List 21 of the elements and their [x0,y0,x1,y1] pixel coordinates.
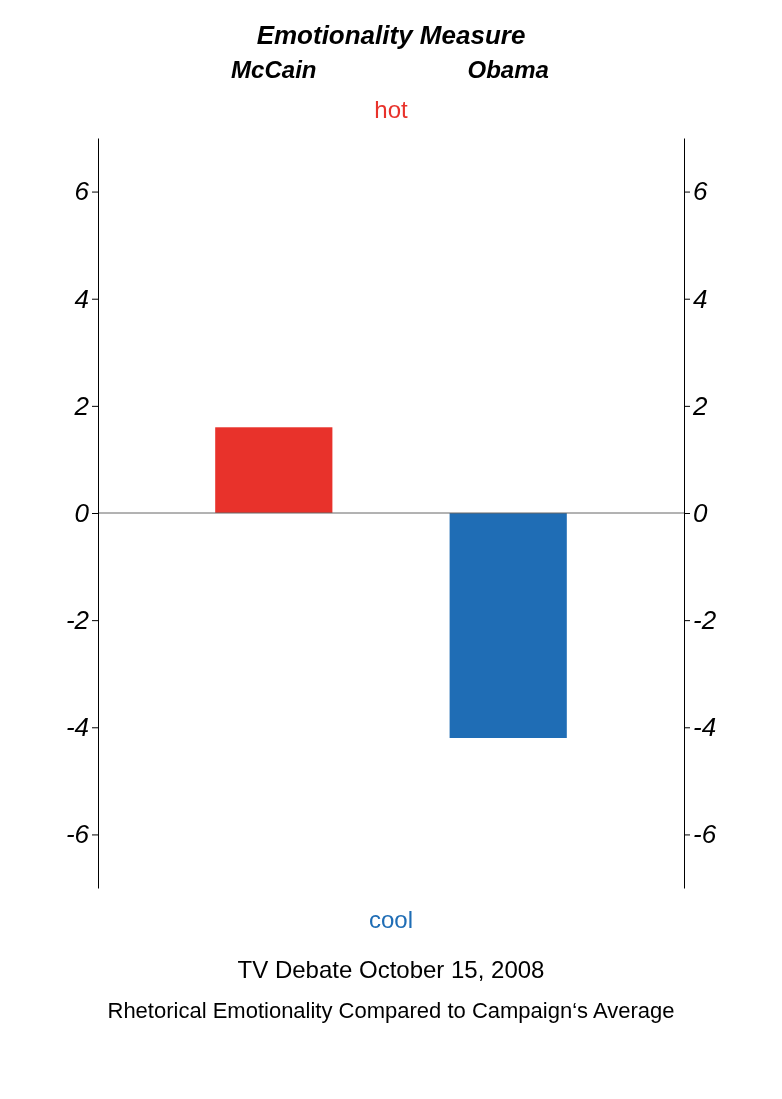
y-tick-label: 2 [73,390,90,421]
y2-tick-label: 0 [693,497,708,528]
chart-title: Emotionality Measure [256,20,526,50]
y-tick-label: -2 [65,604,90,635]
y2-tick-label: 2 [692,390,708,421]
y-tick-label: 4 [74,283,89,314]
text: cool [368,906,414,933]
y2-tick-label: -4 [693,712,717,743]
y-tick-label: 0 [74,497,90,528]
y-tick-label: -4 [65,712,89,743]
text: TV Debate October 15, 2008 [237,956,545,983]
y2-tick-label: -6 [693,819,717,850]
y2-tick-label: 4 [693,283,708,314]
y-tick-label: -6 [65,819,90,850]
text: Rhetorical Emotionality Compared to Campaign‘s Average [107,998,675,1023]
y2-tick-label: -2 [693,604,717,635]
y-tick-label: 6 [74,176,90,207]
y2-tick-label: 6 [693,176,708,207]
text: hot [374,96,409,123]
x-tick-label: McCain [231,56,317,83]
x-tick-label: Obama [467,56,549,83]
